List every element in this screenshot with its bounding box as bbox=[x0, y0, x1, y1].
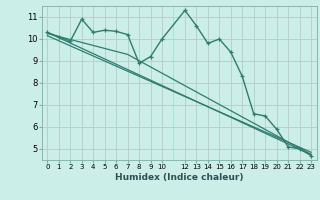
X-axis label: Humidex (Indice chaleur): Humidex (Indice chaleur) bbox=[115, 173, 244, 182]
